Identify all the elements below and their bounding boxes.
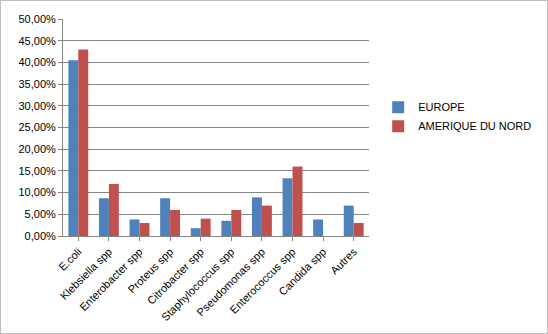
svg-text:25,00%: 25,00% <box>18 121 56 133</box>
svg-text:0,00%: 0,00% <box>25 230 56 242</box>
svg-text:AMERIQUE DU NORD: AMERIQUE DU NORD <box>418 120 531 132</box>
svg-text:Enterococcus spp: Enterococcus spp <box>227 246 297 316</box>
svg-text:45,00%: 45,00% <box>18 35 56 47</box>
svg-text:Autres: Autres <box>328 245 359 276</box>
svg-text:40,00%: 40,00% <box>18 56 56 68</box>
svg-text:Citrobacter spp: Citrobacter spp <box>145 246 206 307</box>
svg-text:15,00%: 15,00% <box>18 165 56 177</box>
svg-text:Klebsiella spp: Klebsiella spp <box>58 246 114 302</box>
svg-text:10,00%: 10,00% <box>18 186 56 198</box>
svg-text:20,00%: 20,00% <box>18 143 56 155</box>
svg-text:E.coli: E.coli <box>56 246 84 274</box>
svg-text:Staphylococcus spp: Staphylococcus spp <box>159 246 237 324</box>
svg-text:5,00%: 5,00% <box>25 208 56 220</box>
svg-text:35,00%: 35,00% <box>18 78 56 90</box>
svg-text:30,00%: 30,00% <box>18 100 56 112</box>
svg-text:EUROPE: EUROPE <box>418 101 464 113</box>
svg-text:Candida spp: Candida spp <box>276 246 328 298</box>
svg-text:Pseudomonas spp: Pseudomonas spp <box>194 246 267 319</box>
svg-text:Enterobacter spp: Enterobacter spp <box>77 246 145 314</box>
svg-text:50,00%: 50,00% <box>18 13 56 25</box>
svg-text:Proteus spp: Proteus spp <box>125 246 175 296</box>
